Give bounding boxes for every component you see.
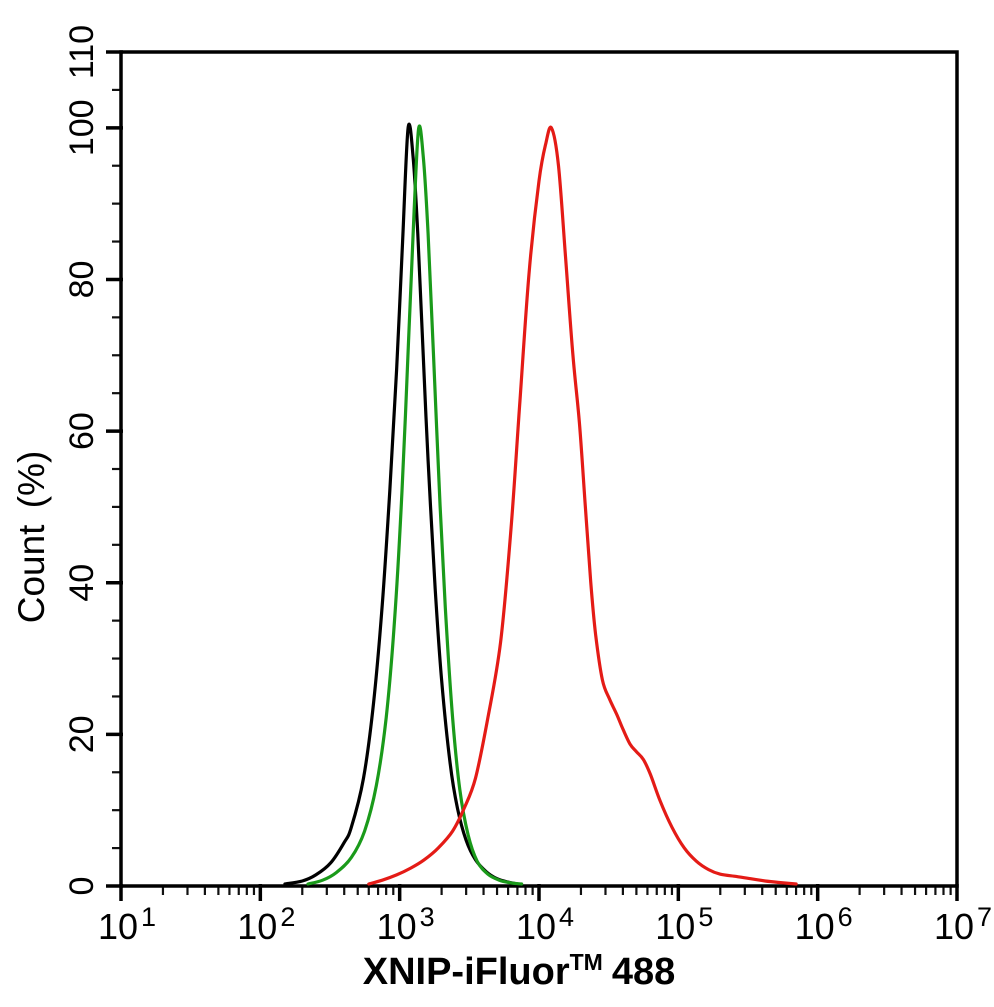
x-tick-label: 10 6: [795, 902, 853, 947]
y-tick-label: 110: [63, 25, 101, 79]
plot-frame: [119, 50, 959, 888]
y-tick-label: 80: [63, 261, 101, 299]
y-tick-label: 100: [63, 99, 101, 156]
x-tick-label: 10 7: [934, 902, 992, 947]
y-tick-label: 40: [63, 564, 101, 602]
y-axis-title: Count (%): [11, 451, 52, 624]
x-axis-title-main: XNIP-iFluor: [363, 951, 570, 993]
y-tick-label: 60: [63, 412, 101, 450]
y-tick-label: 0: [63, 877, 101, 896]
x-tick-label: 10 4: [516, 902, 574, 947]
x-tick-label: 10 1: [98, 902, 156, 947]
x-tick-label: 10 3: [377, 902, 435, 947]
x-axis-title: XNIP-iFluorTM 488: [363, 949, 676, 993]
y-axis-tick-labels: 0 20 40 60 80 100 110: [63, 25, 101, 896]
curve-black: [283, 122, 519, 886]
x-axis-title-suffix: 488: [612, 951, 675, 993]
histogram-curves: [283, 122, 798, 886]
trademark-superscript: TM: [570, 949, 603, 975]
y-tick-label: 20: [63, 715, 101, 753]
x-tick-label: 10 2: [237, 902, 295, 947]
curve-red: [367, 125, 798, 886]
x-tick-label: 10 5: [655, 902, 713, 947]
curve-green: [306, 124, 524, 886]
x-axis-tick-labels: 10 1 10 2 10 3 10 4 10 5 10 6 10 7: [98, 902, 992, 947]
